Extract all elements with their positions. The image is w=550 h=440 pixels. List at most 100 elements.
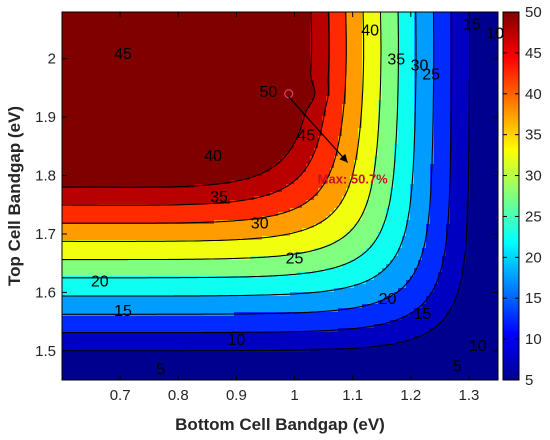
contour-cell	[238, 80, 243, 85]
contour-cell	[162, 104, 167, 109]
contour-cell	[202, 12, 207, 17]
contour-cell	[238, 96, 243, 101]
contour-cell	[186, 76, 191, 81]
contour-cell	[286, 108, 291, 113]
contour-cell	[358, 56, 363, 61]
contour-cell	[126, 152, 131, 157]
contour-cell	[402, 116, 407, 121]
contour-cell	[398, 152, 403, 157]
contour-cell	[438, 60, 443, 65]
contour-cell	[98, 68, 103, 73]
contour-cell	[90, 60, 95, 65]
contour-cell	[314, 128, 319, 133]
contour-cell	[110, 36, 115, 41]
contour-cell	[462, 124, 467, 129]
contour-cell	[98, 184, 103, 189]
contour-cell	[362, 156, 367, 161]
contour-cell	[114, 184, 119, 189]
contour-cell	[382, 136, 387, 141]
contour-cell	[374, 164, 379, 169]
contour-cell	[394, 44, 399, 49]
contour-cell	[78, 84, 83, 89]
contour-cell	[454, 16, 459, 21]
contour-cell	[74, 104, 79, 109]
contour-cell	[270, 64, 275, 69]
contour-cell	[370, 188, 375, 193]
contour-cell	[86, 60, 91, 65]
contour-cell	[374, 92, 379, 97]
contour-cell	[102, 64, 107, 69]
contour-cell	[230, 88, 235, 93]
contour-cell	[470, 140, 475, 145]
contour-cell	[438, 80, 443, 85]
contour-cell	[102, 116, 107, 121]
contour-cell	[426, 104, 431, 109]
contour-cell	[106, 188, 111, 193]
contour-cell	[98, 152, 103, 157]
contour-cell	[442, 40, 447, 45]
contour-cell	[206, 128, 211, 133]
contour-cell	[302, 84, 307, 89]
contour-cell	[218, 168, 223, 173]
contour-cell	[422, 164, 427, 169]
contour-cell	[94, 88, 99, 93]
contour-cell	[90, 16, 95, 21]
contour-cell	[422, 72, 427, 77]
contour-cell	[338, 172, 343, 177]
contour-cell	[122, 156, 127, 161]
contour-cell	[102, 92, 107, 97]
contour-cell	[374, 40, 379, 45]
contour-cell	[194, 64, 199, 69]
contour-cell	[478, 48, 483, 53]
contour-cell	[122, 88, 127, 93]
contour-cell	[378, 40, 383, 45]
contour-cell	[110, 28, 115, 33]
contour-cell	[74, 192, 79, 197]
contour-cell	[354, 192, 359, 197]
contour-cell	[474, 100, 479, 105]
contour-cell	[382, 128, 387, 133]
contour-cell	[202, 72, 207, 77]
contour-cell	[442, 76, 447, 81]
contour-cell	[442, 120, 447, 125]
contour-cell	[274, 52, 279, 57]
contour-cell	[398, 20, 403, 25]
contour-cell	[118, 100, 123, 105]
contour-cell	[82, 52, 87, 57]
contour-cell	[486, 76, 491, 81]
contour-cell	[294, 132, 299, 137]
contour-cell	[138, 188, 143, 193]
contour-cell	[122, 160, 127, 165]
contour-cell	[210, 96, 215, 101]
contour-cell	[394, 160, 399, 165]
contour-cell	[358, 180, 363, 185]
contour-cell	[362, 32, 367, 37]
contour-cell	[170, 148, 175, 153]
contour-cell	[490, 60, 495, 65]
contour-cell	[158, 120, 163, 125]
contour-cell	[346, 28, 351, 33]
contour-cell	[170, 12, 175, 17]
contour-cell	[194, 48, 199, 53]
contour-cell	[246, 40, 251, 45]
contour-cell	[302, 108, 307, 113]
contour-cell	[474, 44, 479, 49]
contour-cell	[114, 88, 119, 93]
contour-cell	[66, 60, 71, 65]
contour-cell	[434, 68, 439, 73]
contour-cell	[274, 28, 279, 33]
contour-cell	[138, 124, 143, 129]
contour-cell	[254, 24, 259, 29]
contour-cell	[322, 140, 327, 145]
contour-cell	[298, 184, 303, 189]
contour-cell	[382, 60, 387, 65]
contour-cell	[326, 108, 331, 113]
contour-cell	[366, 120, 371, 125]
contour-cell	[470, 92, 475, 97]
contour-cell	[202, 108, 207, 113]
contour-cell	[298, 80, 303, 85]
contour-cell	[278, 160, 283, 165]
contour-cell	[106, 56, 111, 61]
contour-cell	[370, 36, 375, 41]
contour-cell	[454, 24, 459, 29]
